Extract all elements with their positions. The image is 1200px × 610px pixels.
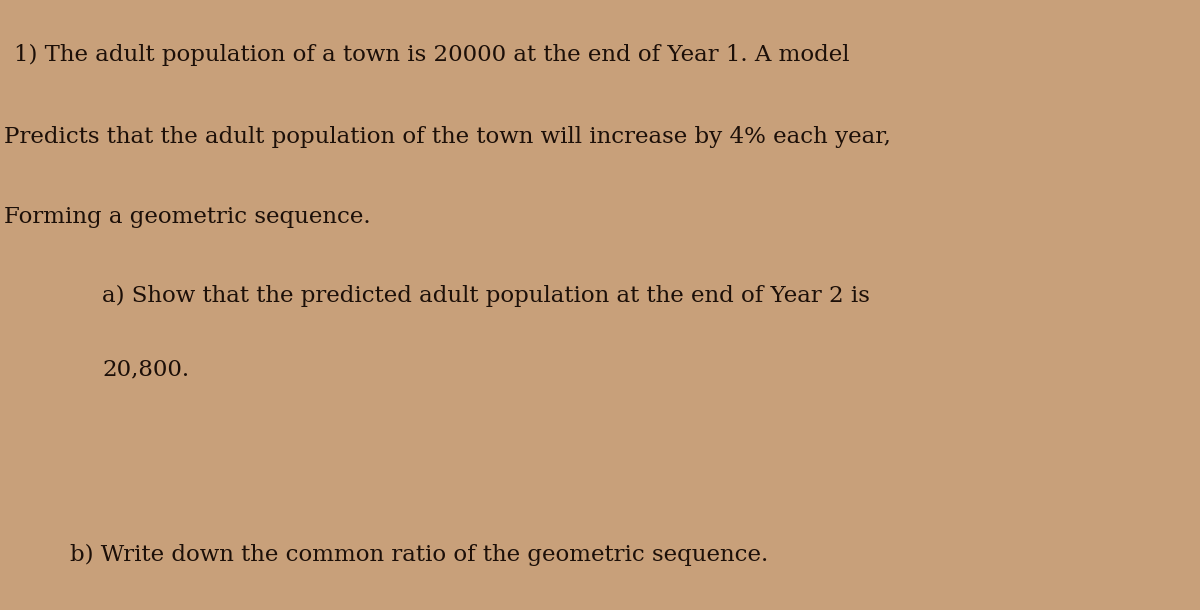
Text: Predicts that the adult population of the town will increase by 4% each year,: Predicts that the adult population of th… bbox=[4, 126, 890, 148]
Text: 20,800.: 20,800. bbox=[102, 358, 190, 380]
Text: b) Write down the common ratio of the geometric sequence.: b) Write down the common ratio of the ge… bbox=[70, 544, 768, 566]
Text: 1) The adult population of a town is 20000 at the end of Year 1. A model: 1) The adult population of a town is 200… bbox=[14, 44, 850, 66]
Text: a) Show that the predicted adult population at the end of Year 2 is: a) Show that the predicted adult populat… bbox=[102, 285, 870, 307]
Text: Forming a geometric sequence.: Forming a geometric sequence. bbox=[4, 206, 371, 228]
